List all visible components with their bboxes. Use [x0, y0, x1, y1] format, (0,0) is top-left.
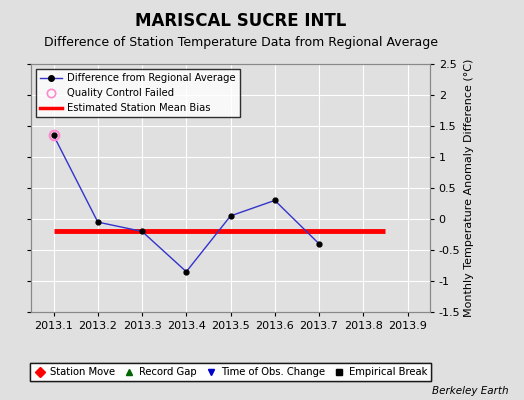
- Legend: Station Move, Record Gap, Time of Obs. Change, Empirical Break: Station Move, Record Gap, Time of Obs. C…: [30, 363, 431, 381]
- Text: Berkeley Earth: Berkeley Earth: [432, 386, 508, 396]
- Legend: Difference from Regional Average, Quality Control Failed, Estimated Station Mean: Difference from Regional Average, Qualit…: [37, 69, 240, 117]
- Y-axis label: Monthly Temperature Anomaly Difference (°C): Monthly Temperature Anomaly Difference (…: [464, 59, 475, 317]
- Text: MARISCAL SUCRE INTL: MARISCAL SUCRE INTL: [135, 12, 347, 30]
- Text: Difference of Station Temperature Data from Regional Average: Difference of Station Temperature Data f…: [44, 36, 438, 49]
